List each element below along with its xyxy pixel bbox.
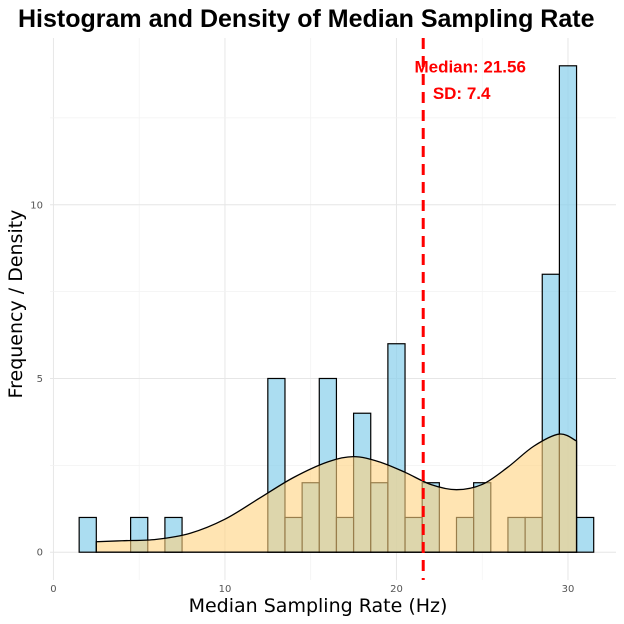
plot-area: Median: 21.56 SD: 7.4 — [50, 38, 616, 580]
annotation-label: SD: 7.4 — [433, 84, 491, 103]
y-tick-label: 10 — [30, 200, 43, 211]
x-tick-label: 20 — [390, 584, 403, 595]
annotations: Median: 21.56 SD: 7.4 — [414, 58, 526, 103]
y-axis-title: Frequency / Density — [5, 210, 27, 399]
y-axis-ticks: 0 5 10 — [30, 200, 43, 558]
x-tick-label: 30 — [562, 584, 575, 595]
chart-title: Histogram and Density of Median Sampling… — [18, 5, 595, 33]
x-tick-label: 10 — [219, 584, 232, 595]
x-tick-label: 0 — [50, 584, 56, 595]
grid-lines — [50, 38, 616, 580]
x-axis-title: Median Sampling Rate (Hz) — [189, 595, 448, 617]
x-axis-ticks: 0 10 20 30 — [50, 584, 574, 595]
y-tick-label: 5 — [37, 374, 43, 385]
histogram-bar — [78, 516, 97, 553]
y-tick-label: 0 — [37, 548, 43, 559]
annotation-label: Median: 21.56 — [414, 58, 526, 77]
density-curve — [95, 433, 578, 553]
histogram-bar — [575, 516, 595, 553]
